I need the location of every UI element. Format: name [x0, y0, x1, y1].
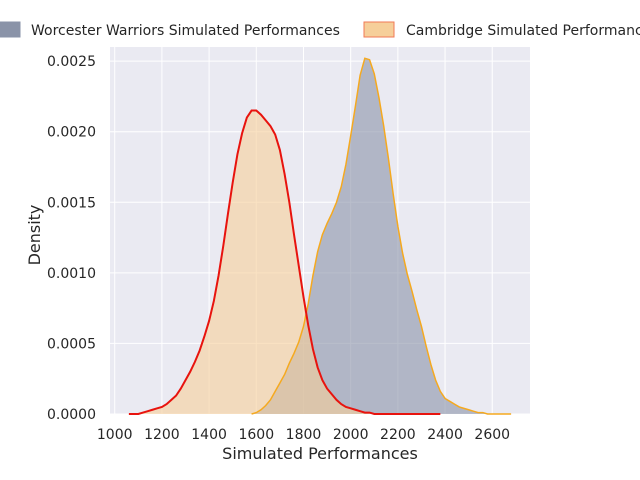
x-axis-label: Simulated Performances	[222, 444, 418, 463]
series-layer	[128, 57, 512, 415]
series-0-line	[251, 57, 512, 415]
y-tick-label-4: 0.0020	[47, 125, 96, 141]
x-tick-labels: 1000 1200 1400 1600 1800 2000 2200 2400 2600	[97, 427, 510, 443]
x-tick-label-2600: 2600	[474, 427, 510, 443]
y-tick-label-2: 0.0010	[47, 266, 96, 282]
x-tick-label-1800: 1800	[286, 427, 322, 443]
x-tick-label-2200: 2200	[380, 427, 416, 443]
x-tick-label-2000: 2000	[333, 427, 369, 443]
legend-label-cambridge: Cambridge Simulated Performances	[406, 23, 640, 39]
x-tick-label-1000: 1000	[97, 427, 133, 443]
y-tick-label-3: 0.0015	[47, 195, 96, 211]
legend-swatch-cambridge	[363, 21, 395, 38]
y-axis-label: Density	[25, 205, 44, 266]
y-tick-label-0: 0.0000	[47, 407, 96, 423]
y-tick-labels: 0.0000 0.0005 0.0010 0.0015 0.0020 0.0025	[47, 54, 96, 423]
x-tick-label-1600: 1600	[238, 427, 274, 443]
series-1-area	[128, 110, 441, 415]
series-0-area	[251, 58, 512, 414]
x-tick-label-1400: 1400	[191, 427, 227, 443]
legend-label-worcester: Worcester Warriors Simulated Performance…	[31, 23, 340, 39]
legend-swatch-worcester	[0, 21, 21, 38]
series-1-line	[128, 109, 441, 415]
y-tick-label-1: 0.0005	[47, 336, 96, 352]
legend: Worcester Warriors Simulated Performance…	[0, 21, 640, 39]
y-tick-label-5: 0.0025	[47, 54, 96, 70]
x-tick-label-2400: 2400	[427, 427, 463, 443]
x-tick-label-1200: 1200	[144, 427, 180, 443]
